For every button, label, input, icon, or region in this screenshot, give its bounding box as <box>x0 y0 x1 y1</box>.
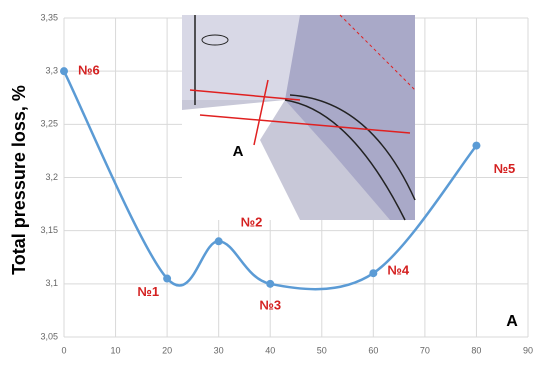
point-label: №5 <box>494 161 516 176</box>
point-label: №2 <box>241 215 263 230</box>
x-tick-label: 20 <box>162 345 172 355</box>
y-tick-label: 3,35 <box>40 12 58 22</box>
x-tick-label: 40 <box>265 345 275 355</box>
inset-shape <box>182 15 300 100</box>
x-tick-label: 90 <box>523 345 533 355</box>
point <box>369 269 377 277</box>
point <box>215 237 223 245</box>
y-tick-label: 3,2 <box>45 172 58 182</box>
point-label: №3 <box>259 297 281 312</box>
x-tick-label: 70 <box>420 345 430 355</box>
y-tick-label: 3,1 <box>45 278 58 288</box>
inset-label: A <box>233 143 244 160</box>
point-label: №4 <box>387 263 409 278</box>
point <box>266 280 274 288</box>
x-tick-label: 30 <box>214 345 224 355</box>
point-label: №1 <box>137 284 159 299</box>
x-tick-label: 60 <box>368 345 378 355</box>
x-tick-label: 10 <box>111 345 121 355</box>
x-axis-label: A <box>506 313 518 330</box>
y-tick-label: 3,05 <box>40 331 58 341</box>
y-tick-label: 3,15 <box>40 225 58 235</box>
x-tick-label: 80 <box>471 345 481 355</box>
point <box>472 142 480 150</box>
inset-image: A <box>182 15 415 220</box>
y-axis-label: Total pressure loss, % <box>9 85 29 275</box>
y-tick-label: 3,25 <box>40 119 58 129</box>
point-label: №6 <box>78 63 100 78</box>
y-tick-label: 3,3 <box>45 66 58 76</box>
point <box>60 67 68 75</box>
chart: Total pressure loss, % A A №6№1№2№3№4№5 … <box>0 0 533 363</box>
point <box>163 275 171 283</box>
x-tick-label: 0 <box>61 345 66 355</box>
x-tick-label: 50 <box>317 345 327 355</box>
